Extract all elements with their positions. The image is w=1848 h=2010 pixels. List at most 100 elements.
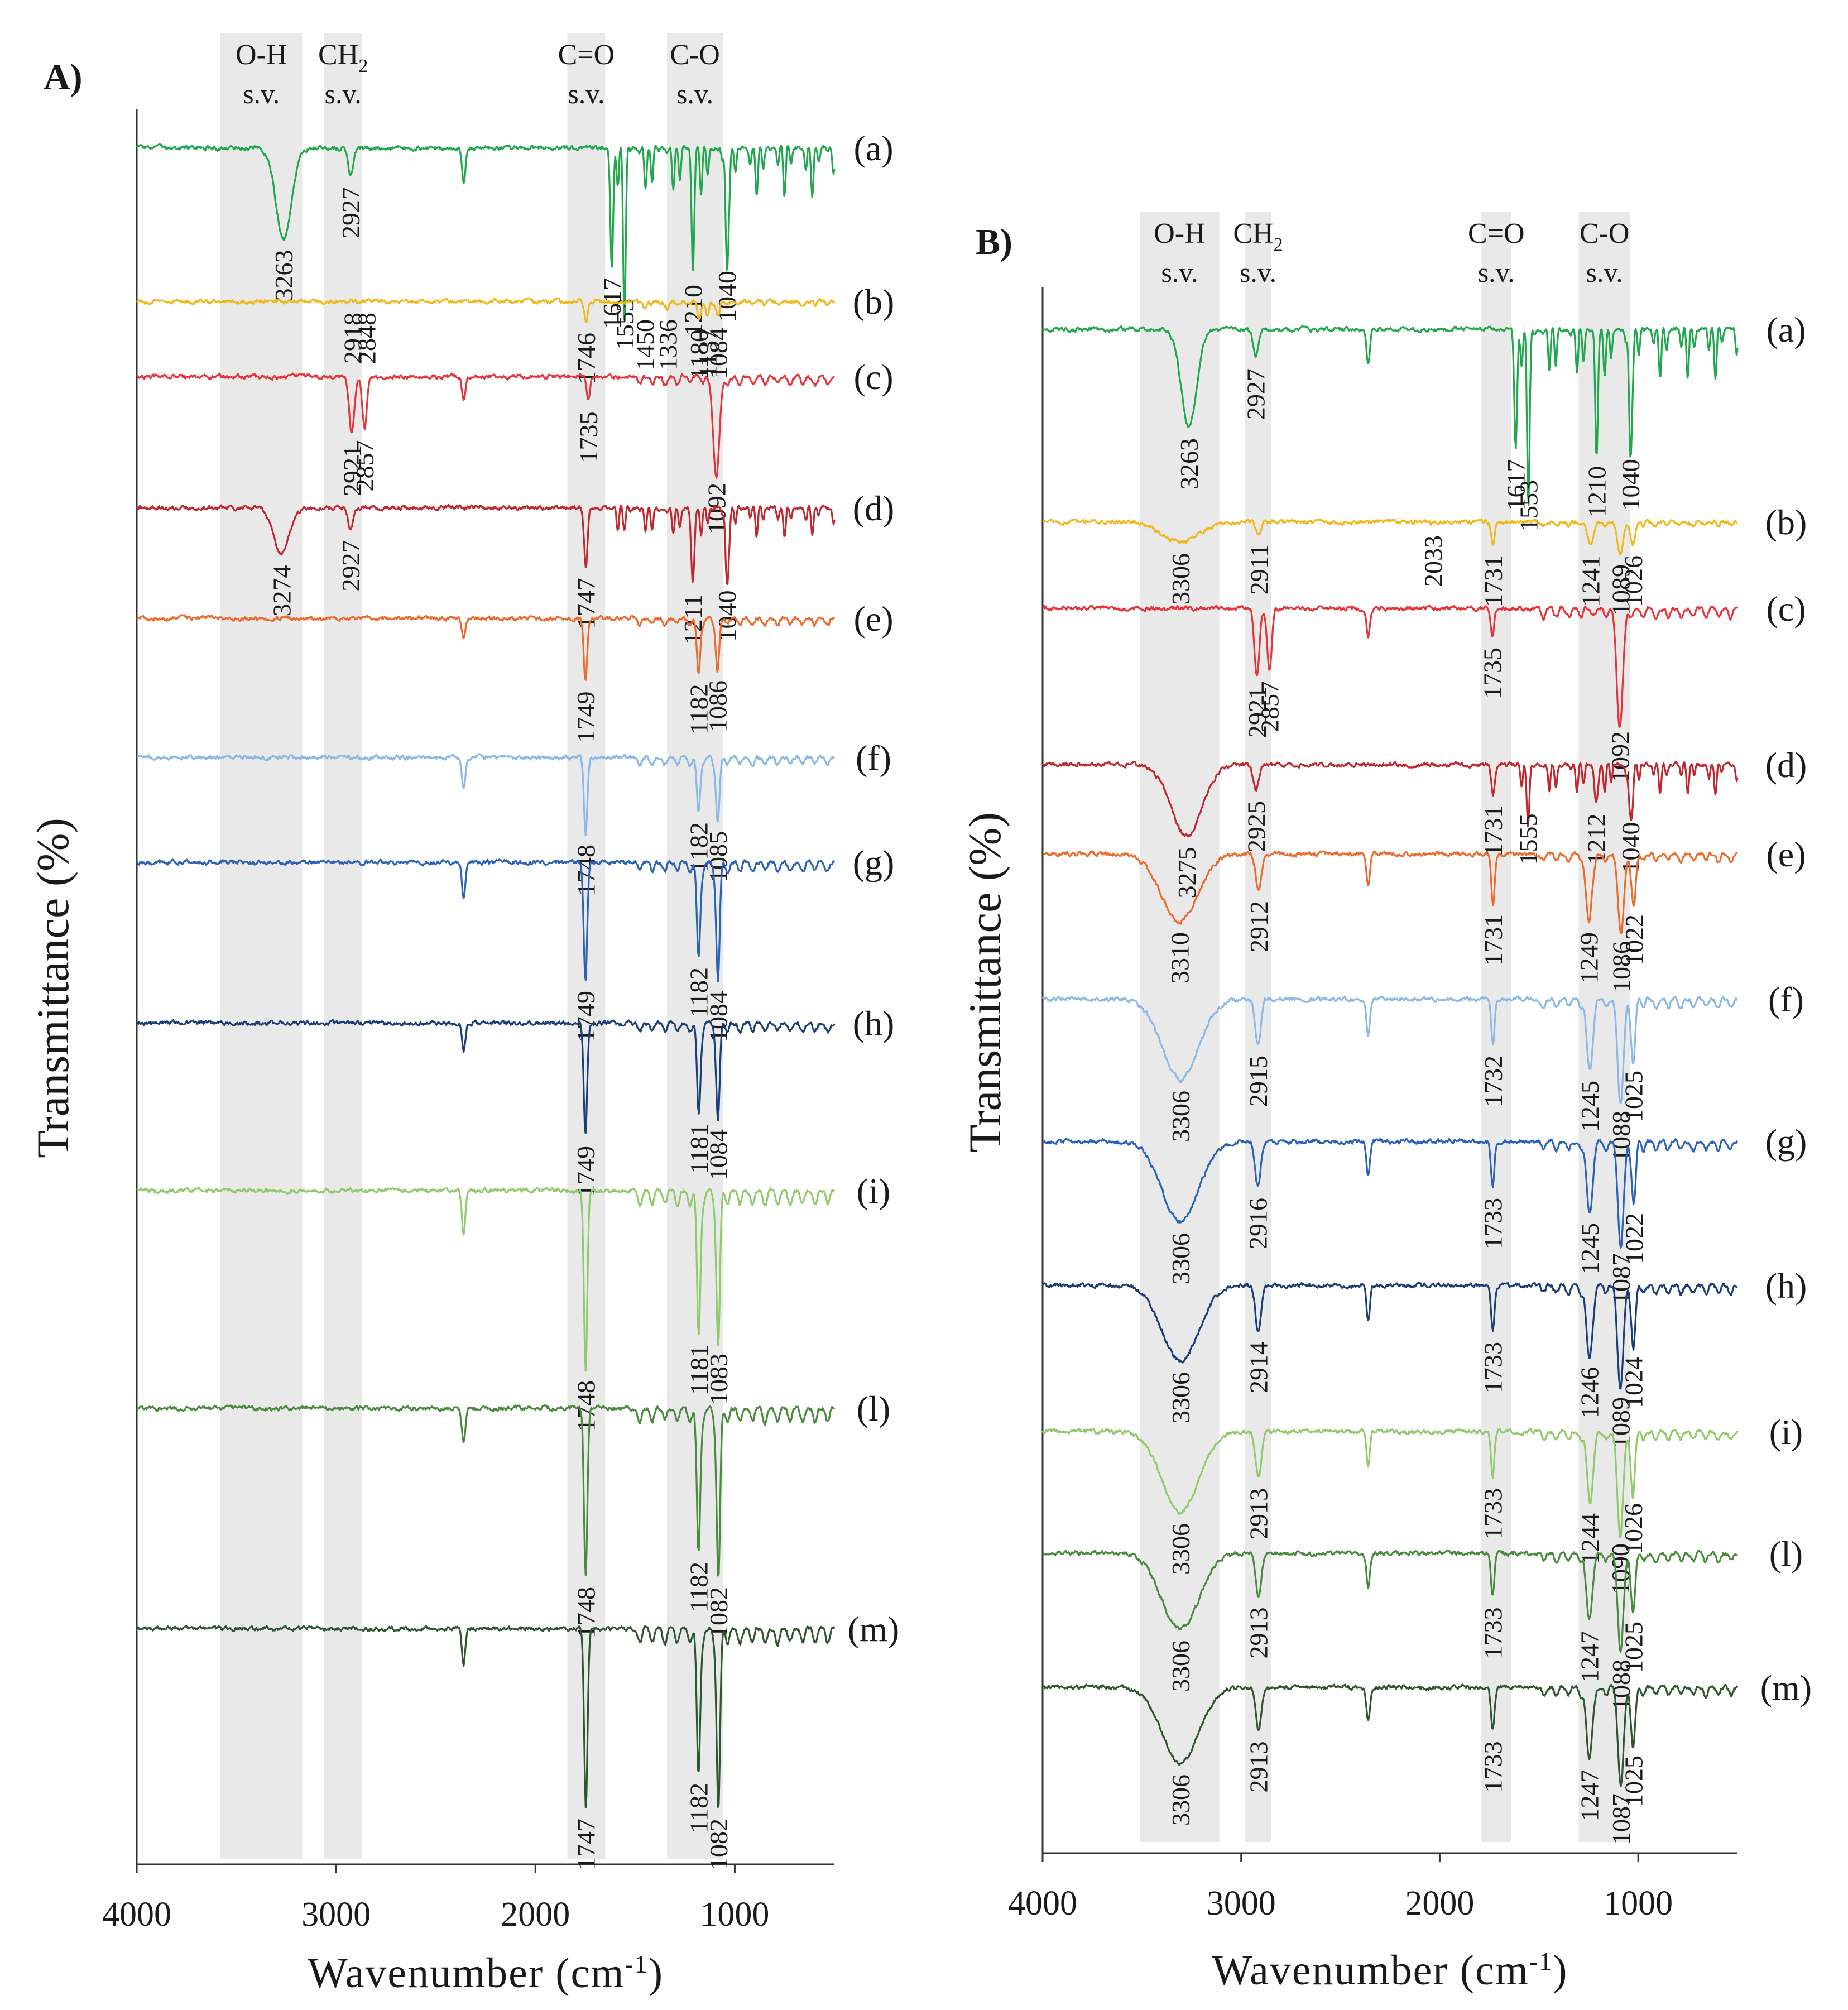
peak-label: 1748 <box>572 1380 600 1432</box>
peak-label: 3263 <box>270 250 298 301</box>
peak-label: 1182 <box>684 1783 713 1833</box>
series-label: (m) <box>848 1609 899 1649</box>
peak-label: 1182 <box>684 684 713 735</box>
spectrum-line-b <box>136 297 836 323</box>
spectrum-line-e <box>136 614 836 681</box>
peak-label: 1733 <box>1479 1488 1507 1539</box>
peak-label: 1084 <box>704 991 732 1042</box>
peak-label: 1026 <box>1619 555 1648 607</box>
peak-label: 2857 <box>1256 681 1284 732</box>
band-0-shade <box>220 33 303 1859</box>
spectrum-line-f <box>136 753 836 837</box>
series-label: (e) <box>1766 834 1806 874</box>
peak-label: 1247 <box>1575 1631 1604 1682</box>
series-label: (a) <box>1766 310 1806 349</box>
peak-label: 2927 <box>1242 368 1270 420</box>
peak-label: 1210 <box>1582 466 1611 517</box>
peak-label: 1089 <box>1606 564 1635 616</box>
spectrum-line-i <box>136 1187 836 1372</box>
peak-label: 1022 <box>1620 914 1648 966</box>
band-1-label: CH2 <box>318 39 368 76</box>
series-label: (g) <box>853 843 895 882</box>
spectrum-line-g <box>136 858 836 982</box>
peak-label: 2927 <box>337 540 365 592</box>
peak-label: 3306 <box>1167 1372 1195 1423</box>
series-label: (g) <box>1765 1122 1807 1162</box>
x-axis-title-xlabel_close: ) <box>649 1950 664 1997</box>
band-3-sv: s.v. <box>1586 257 1623 288</box>
peak-label: 1092 <box>703 483 731 534</box>
peak-label: 3275 <box>1173 847 1201 899</box>
series-label: (h) <box>1765 1266 1807 1306</box>
peak-label: 1022 <box>1620 1213 1648 1264</box>
series-label: (e) <box>853 599 893 639</box>
spectrum-line-l <box>136 1404 836 1577</box>
peak-label: 1553 <box>611 299 639 350</box>
spectrum-line-h <box>1042 1282 1738 1390</box>
peak-label: 1247 <box>1575 1770 1604 1821</box>
peak-label: 2915 <box>1244 1056 1273 1107</box>
peak-label: 1024 <box>1620 1357 1648 1408</box>
peak-label: 1749 <box>572 692 600 743</box>
spectrum-line-f <box>1041 995 1738 1104</box>
peak-label: 1182 <box>684 967 713 1018</box>
peak-label: 1084 <box>704 328 732 379</box>
peak-label: 2911 <box>1245 544 1273 594</box>
peak-label: 2914 <box>1244 1342 1273 1393</box>
peak-label: 1181 <box>685 1124 713 1174</box>
x-tick-label: 2000 <box>1405 1884 1474 1922</box>
spectrum-line-m <box>136 1625 836 1808</box>
band-3-label: C-O <box>1580 218 1630 250</box>
spectrum-line-c <box>1041 605 1739 728</box>
band-2-label: C=O <box>1468 218 1525 250</box>
peak-label: 1180 <box>685 329 713 380</box>
series-label: (m) <box>1760 1668 1812 1707</box>
band-1-shade <box>324 33 362 1859</box>
band-3-label-main: C-O <box>670 39 720 71</box>
peak-label: 1244 <box>1576 1513 1604 1565</box>
x-axis-title-xlabel: Wavenumber (cm <box>1212 1947 1529 1994</box>
spectrum-line-a <box>1041 325 1739 506</box>
band-2-sv: s.v. <box>1478 257 1515 288</box>
spectrum-line-a <box>136 143 836 322</box>
peak-label: 3306 <box>1167 1091 1195 1142</box>
band-1-shade <box>1245 212 1271 1842</box>
peak-label: 1040 <box>1616 459 1645 511</box>
y-axis-title: Transmittance (%) <box>959 812 1010 1153</box>
band-3-label: C-O <box>670 39 720 71</box>
peak-label: 1025 <box>1619 1755 1648 1807</box>
peak-label: 1089 <box>1606 1397 1635 1448</box>
peak-label: 1082 <box>704 1587 733 1638</box>
band-1-sv: s.v. <box>1240 257 1276 288</box>
peak-label: 2913 <box>1245 1488 1273 1539</box>
series-label: (b) <box>1765 502 1807 542</box>
peak-label: 2921 <box>338 445 366 496</box>
peak-label: 2918 <box>338 313 367 364</box>
peak-label: 1246 <box>1576 1367 1604 1418</box>
peak-label: 1087 <box>1607 1793 1635 1845</box>
peak-label: 2925 <box>1242 801 1270 852</box>
peak-label: 1088 <box>1607 1111 1635 1162</box>
band-1-label-main: CH <box>318 39 358 71</box>
spectrum-line-g <box>1041 1138 1739 1249</box>
x-axis-title-xlabel_sup: -1 <box>1529 1947 1553 1975</box>
spectrum-line-c <box>136 372 836 479</box>
series-label: (i) <box>857 1171 890 1211</box>
panel-label: A) <box>44 57 83 98</box>
peak-label: 1086 <box>704 680 732 732</box>
band-0-label-main: O-H <box>1154 218 1205 250</box>
peak-label: 1040 <box>1616 822 1645 874</box>
band-3-sv: s.v. <box>676 78 713 109</box>
band-1-label-sub: 2 <box>358 56 368 76</box>
peak-label: 1245 <box>1576 1223 1604 1274</box>
series-label: (f) <box>1768 980 1804 1019</box>
series-label: (h) <box>853 1004 895 1043</box>
band-1-label-sub: 2 <box>1274 234 1283 255</box>
x-axis-title: Wavenumber (cm-1) <box>1212 1947 1568 1994</box>
peak-label: 3263 <box>1175 438 1203 490</box>
band-3-shade <box>1578 212 1630 1842</box>
series-label: (c) <box>1766 589 1806 629</box>
peak-label: 3306 <box>1167 1523 1195 1575</box>
